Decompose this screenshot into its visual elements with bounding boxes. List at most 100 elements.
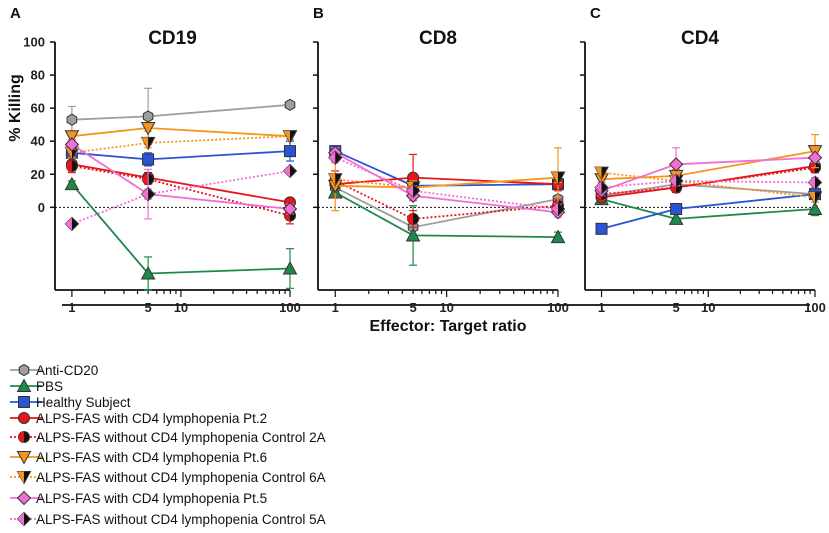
x-tick-label: 5	[409, 300, 416, 315]
data-point	[140, 265, 156, 280]
legend-item: PBS	[10, 378, 63, 394]
data-point-half	[65, 217, 72, 231]
legend-item: ALPS-FAS with CD4 lymphopenia Pt.2	[10, 411, 267, 426]
series-alps-fas-without-cd4-lymphopenia-control-5a	[64, 163, 298, 232]
data-point	[550, 229, 566, 244]
x-tick-label: 100	[279, 300, 301, 315]
series-pbs	[327, 184, 566, 266]
legend-label: ALPS-FAS with CD4 lymphopenia Pt.6	[36, 450, 267, 465]
series-alps-fas-with-cd4-lymphopenia-pt-2	[329, 153, 564, 202]
series-line	[334, 180, 559, 220]
legend-item: ALPS-FAS without CD4 lymphopenia Control…	[10, 470, 326, 485]
data-point	[140, 121, 156, 136]
series-line	[71, 150, 291, 161]
legend-label: Anti-CD20	[36, 363, 98, 378]
data-point-half	[328, 173, 336, 186]
legend-item: ALPS-FAS with CD4 lymphopenia Pt.6	[10, 450, 267, 465]
data-point-half	[551, 172, 558, 185]
series-alps-fas-without-cd4-lymphopenia-control-6a	[64, 130, 298, 161]
series-pbs	[64, 176, 298, 291]
x-axis-label: Effector: Target ratio	[369, 318, 526, 335]
data-point-half	[66, 160, 72, 172]
panel-cd8: B CD8 1 5 10 100	[313, 5, 569, 315]
x-tick-label: 100	[804, 300, 826, 315]
x-tick-label: 100	[547, 300, 569, 315]
data-point	[66, 113, 78, 126]
legend-marker	[16, 378, 32, 392]
data-point	[64, 130, 80, 144]
data-point-half	[595, 180, 602, 194]
y-tick-label: 40	[31, 134, 45, 149]
data-point	[282, 260, 298, 275]
data-point	[595, 222, 608, 235]
legend-marker	[16, 490, 32, 506]
legend-item: Anti-CD20	[10, 363, 98, 378]
series-line	[601, 198, 816, 220]
series-line	[71, 127, 291, 138]
legend-label: ALPS-FAS without CD4 lymphopenia Control…	[36, 512, 326, 527]
data-point-half	[328, 151, 336, 165]
panel-cd19: A CD19 0 20 40 60 80 100 1 5 10 100	[10, 5, 301, 315]
series-line	[601, 179, 816, 189]
x-tick-label: 5	[145, 300, 152, 315]
data-point-half	[808, 176, 815, 190]
panels: A CD19 0 20 40 60 80 100 1 5 10 100 B CD8 1 5 10 100 C CD4 1…	[10, 5, 826, 315]
data-point-half	[406, 184, 414, 198]
legend-item: ALPS-FAS without CD4 lymphopenia Control…	[10, 430, 326, 445]
legend-marker	[16, 451, 32, 465]
data-point	[282, 201, 298, 217]
series-line	[71, 165, 291, 217]
series-line	[71, 103, 291, 121]
x-tick-label: 10	[174, 300, 188, 315]
legend-marker	[18, 363, 30, 377]
data-point-half	[283, 164, 290, 178]
panel-title: CD4	[681, 28, 719, 49]
data-point	[142, 110, 154, 123]
legend-marker	[18, 396, 30, 408]
y-tick-label: 100	[23, 35, 45, 50]
data-point	[807, 150, 823, 165]
panel-cd4: C CD4 1 5 10 100	[580, 5, 826, 315]
legend-marker-half	[17, 471, 24, 484]
legend-marker-half	[17, 512, 24, 526]
y-axis-label: % Killing	[7, 74, 24, 142]
panel-title: CD19	[148, 28, 197, 49]
legend-item: ALPS-FAS with CD4 lymphopenia Pt.5	[10, 490, 267, 506]
panel-letter: C	[590, 5, 601, 22]
legend-label: ALPS-FAS with CD4 lymphopenia Pt.2	[36, 411, 267, 426]
legend-label: ALPS-FAS without CD4 lymphopenia Control…	[36, 430, 326, 445]
data-point	[405, 227, 421, 242]
series-alps-fas-without-cd4-lymphopenia-control-5a	[594, 173, 823, 195]
x-tick-label: 10	[701, 300, 715, 315]
series-line	[601, 166, 816, 195]
data-point	[142, 153, 155, 166]
data-point-half	[407, 213, 414, 225]
legend-item: Healthy Subject	[10, 395, 131, 410]
series-line	[601, 150, 816, 181]
data-point-half	[551, 202, 558, 216]
panel-letter: A	[10, 5, 21, 22]
data-point-half	[141, 187, 149, 201]
data-point	[284, 145, 296, 158]
data-point	[807, 201, 823, 215]
x-tick-label: 10	[439, 300, 453, 315]
series-line	[71, 135, 291, 154]
x-tick-label: 1	[68, 300, 75, 315]
y-tick-label: 20	[31, 167, 45, 182]
series-anti-cd20	[66, 87, 296, 146]
y-tick-label: 60	[31, 101, 45, 116]
y-tick-label: 0	[38, 200, 45, 215]
series-alps-fas-with-cd4-lymphopenia-pt-5	[64, 137, 298, 220]
legend-label: ALPS-FAS without CD4 lymphopenia Control…	[36, 470, 326, 485]
data-point-half	[141, 137, 149, 150]
x-tick-label: 5	[673, 300, 680, 315]
data-point	[668, 211, 684, 225]
data-point-half	[142, 173, 149, 185]
legend-label: Healthy Subject	[36, 395, 131, 410]
data-point-half	[65, 147, 72, 160]
series-alps-fas-with-cd4-lymphopenia-pt-6	[594, 133, 823, 187]
legend-marker	[18, 412, 30, 424]
series-alps-fas-without-cd4-lymphopenia-control-5a	[328, 150, 566, 217]
